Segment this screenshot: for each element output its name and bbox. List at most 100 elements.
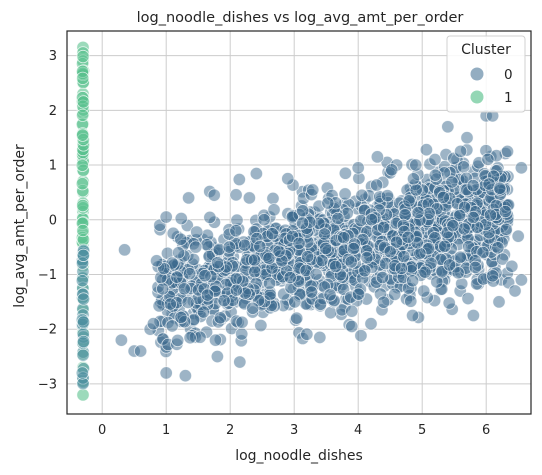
cluster-0-point [483, 208, 498, 222]
cluster-0-point [453, 208, 467, 223]
cluster-0-point [300, 327, 314, 341]
cluster-0-point [355, 188, 369, 202]
cluster-0-point [511, 229, 525, 243]
cluster-0-point [460, 131, 474, 145]
cluster-0-point [498, 204, 512, 219]
cluster-0-point [319, 241, 333, 256]
x-tick-label: 0 [98, 423, 106, 438]
cluster-0-point [370, 150, 384, 164]
cluster-0-point [436, 190, 450, 204]
cluster-0-point [213, 311, 227, 325]
data-points [75, 40, 529, 402]
cluster-0-point [253, 239, 267, 254]
cluster-0-point [304, 285, 319, 299]
cluster-0-point [174, 310, 188, 324]
cluster-0-point [453, 250, 467, 264]
cluster-0-point [159, 366, 173, 380]
cluster-0-point [418, 265, 432, 279]
cluster-0-point [514, 273, 529, 287]
cluster-0-point [249, 166, 263, 181]
x-tick-label: 6 [482, 423, 490, 438]
cluster-0-point [370, 178, 384, 192]
cluster-0-point [257, 213, 271, 227]
cluster-0-point [263, 287, 277, 302]
cluster-0-point [389, 235, 404, 249]
cluster-0-point [183, 331, 197, 345]
cluster-0-point [200, 288, 215, 302]
cluster-0-point [174, 211, 188, 226]
cluster-0-point [210, 256, 225, 270]
cluster-0-point [466, 179, 480, 193]
axis-ticks: 0 1 2 3 4 5 6 −3 −2 −1 0 1 2 3 [38, 49, 491, 438]
plot-frame [66, 30, 532, 415]
cluster-0-point [457, 160, 471, 174]
cluster-0-point [346, 241, 361, 256]
cluster-0-point [409, 183, 423, 197]
cluster-0-point [428, 152, 442, 167]
cluster-0-point [419, 143, 434, 157]
cluster-1-point [76, 292, 91, 306]
y-axis-label: log_avg_amt_per_order [12, 144, 28, 308]
cluster-0-point [338, 187, 352, 201]
cluster-0-point [174, 232, 188, 246]
cluster-0-point [266, 191, 280, 206]
cluster-0-point [442, 258, 457, 272]
cluster-0-point [229, 283, 244, 297]
cluster-0-point [238, 238, 252, 252]
cluster-0-point [165, 319, 179, 333]
cluster-0-point [306, 183, 320, 197]
cluster-0-point [505, 259, 519, 273]
x-axis-label: log_noodle_dishes [235, 448, 363, 464]
cluster-0-point [114, 333, 129, 347]
cluster-0-point [190, 225, 204, 239]
cluster-1-point [76, 223, 90, 238]
cluster-0-point [118, 243, 132, 257]
cluster-0-point [235, 315, 249, 329]
legend: Cluster 0 1 [446, 35, 526, 113]
cluster-0-point [345, 319, 359, 334]
cluster-0-point [406, 172, 421, 186]
y-tick-label: 2 [49, 104, 57, 119]
cluster-0-point [313, 297, 328, 311]
cluster-0-point [401, 230, 415, 244]
cluster-0-point [248, 265, 262, 279]
cluster-0-point [337, 231, 351, 245]
cluster-0-point [405, 274, 420, 288]
cluster-0-point [476, 245, 490, 260]
cluster-0-point [296, 204, 310, 218]
cluster-0-point [338, 166, 352, 180]
cluster-0-point [394, 261, 409, 276]
cluster-0-point [457, 222, 471, 236]
cluster-0-point [159, 210, 173, 224]
cluster-1-point [76, 348, 90, 362]
cluster-0-point [493, 181, 507, 195]
cluster-0-point [466, 210, 480, 225]
cluster-0-point [163, 297, 177, 311]
cluster-0-point [358, 264, 372, 278]
cluster-0-point [375, 270, 390, 285]
cluster-0-point [364, 317, 378, 331]
cluster-0-point [315, 254, 329, 268]
cluster-0-point [208, 333, 223, 347]
cluster-0-point [492, 295, 506, 309]
cluster-0-point [417, 284, 431, 298]
cluster-0-point [309, 267, 323, 281]
legend-swatch-cluster-1 [470, 90, 484, 104]
cluster-0-point [466, 308, 480, 323]
cluster-0-point [331, 211, 345, 226]
cluster-0-point [232, 172, 246, 187]
cluster-0-point [351, 161, 365, 175]
cluster-0-point [451, 266, 465, 280]
cluster-0-point [203, 210, 217, 225]
cluster-0-point [210, 349, 224, 364]
cluster-0-point [438, 239, 452, 253]
cluster-0-point [360, 251, 374, 265]
cluster-0-point [285, 210, 299, 224]
x-tick-label: 3 [290, 423, 298, 438]
cluster-1-point [76, 248, 91, 262]
cluster-0-point [189, 240, 203, 254]
cluster-1-point [76, 388, 90, 402]
y-tick-label: −1 [38, 268, 57, 283]
cluster-1-point [76, 95, 90, 109]
